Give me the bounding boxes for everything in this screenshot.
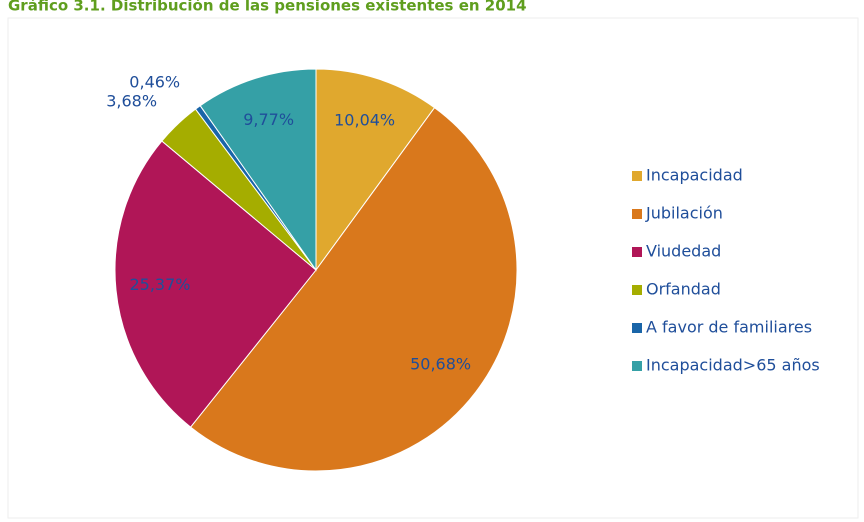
legend-swatch (632, 209, 642, 219)
data-label: 9,77% (243, 110, 294, 129)
pie-slice (315, 68, 436, 272)
legend-swatch (632, 171, 642, 181)
legend-swatch (632, 361, 642, 371)
legend-label: A favor de familiares (646, 318, 812, 337)
data-label: 0,46% (129, 72, 180, 91)
legend-label: Incapacidad (646, 166, 743, 185)
legend-swatch (632, 323, 642, 333)
legend-swatch (632, 247, 642, 257)
legend-label: Orfandad (646, 280, 721, 299)
chart-title: Gráfico 3.1. Distribución de las pension… (8, 0, 527, 15)
legend-swatch (632, 285, 642, 295)
pie-slice (114, 140, 317, 428)
frame (7, 17, 859, 519)
pie-slice (199, 68, 317, 272)
data-label: 50,68% (410, 355, 471, 374)
legend-label: Jubilación (645, 204, 723, 223)
data-label: 3,68% (106, 92, 157, 111)
legend-label: Incapacidad>65 años (646, 356, 820, 375)
pie-slice (189, 106, 518, 472)
data-label: 10,04% (334, 110, 395, 129)
legend-label: Viudedad (646, 242, 721, 261)
data-label: 25,37% (129, 275, 190, 294)
